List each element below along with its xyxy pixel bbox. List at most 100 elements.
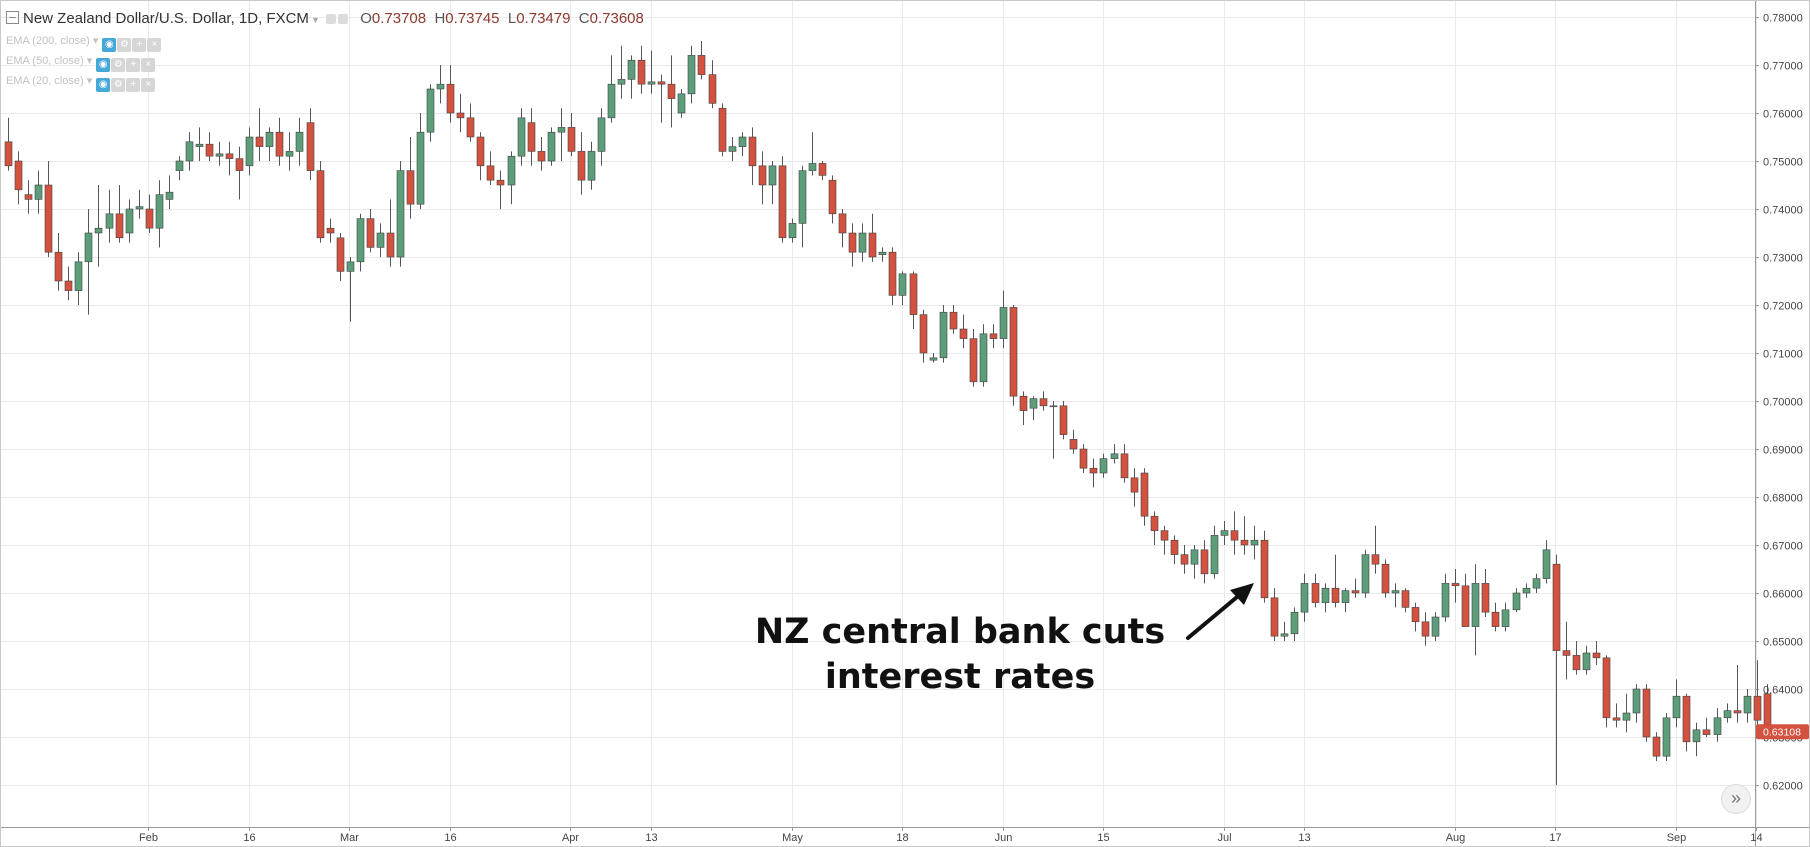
settings-mini-icon[interactable] — [326, 14, 337, 24]
candle[interactable] — [346, 257, 355, 322]
candle[interactable] — [989, 324, 998, 349]
candle[interactable] — [1069, 429, 1078, 454]
candle[interactable] — [939, 305, 948, 363]
candle[interactable] — [1351, 578, 1360, 598]
scroll-to-realtime-button[interactable]: » — [1721, 784, 1751, 814]
candle[interactable] — [1170, 535, 1179, 565]
candle[interactable] — [1713, 708, 1722, 742]
candle[interactable] — [376, 223, 385, 257]
candle[interactable] — [1733, 665, 1742, 723]
candle[interactable] — [1723, 703, 1732, 723]
candle[interactable] — [828, 175, 837, 224]
eye-icon[interactable]: ◉ — [96, 78, 111, 92]
candle[interactable] — [396, 161, 405, 267]
candle[interactable] — [657, 74, 666, 123]
candle[interactable] — [1190, 545, 1199, 579]
candle[interactable] — [1592, 641, 1601, 665]
indicator-ema-200[interactable]: EMA (200, close) ▾ ◉ ⚙ + × — [6, 34, 162, 52]
candle[interactable] — [979, 324, 988, 387]
candle[interactable] — [1230, 511, 1239, 555]
candle[interactable] — [1200, 540, 1209, 584]
candle[interactable] — [1702, 717, 1711, 737]
candle[interactable] — [798, 165, 807, 248]
candle[interactable] — [778, 156, 787, 243]
candle[interactable] — [959, 314, 968, 349]
candle[interactable] — [1099, 453, 1108, 478]
candle[interactable] — [436, 65, 445, 104]
candle[interactable] — [1210, 525, 1219, 579]
candle[interactable] — [1130, 468, 1139, 507]
candle[interactable] — [386, 199, 395, 267]
candle[interactable] — [416, 113, 425, 209]
candle[interactable] — [476, 132, 485, 181]
candle[interactable] — [205, 132, 214, 161]
candle[interactable] — [245, 127, 254, 176]
candle[interactable] — [74, 252, 83, 305]
candle[interactable] — [1180, 545, 1189, 574]
eye-icon[interactable]: ◉ — [96, 58, 111, 72]
candle[interactable] — [949, 305, 958, 334]
candle[interactable] — [1753, 660, 1762, 728]
candle[interactable] — [1692, 722, 1701, 757]
candle[interactable] — [84, 209, 93, 315]
candle[interactable] — [215, 141, 224, 166]
candle[interactable] — [647, 50, 656, 94]
candle[interactable] — [1431, 612, 1440, 641]
candle[interactable] — [1552, 554, 1561, 785]
candle[interactable] — [1461, 573, 1470, 627]
close-icon[interactable]: × — [141, 58, 156, 72]
candle[interactable] — [1542, 540, 1551, 584]
candle[interactable] — [758, 151, 767, 205]
candle[interactable] — [1300, 573, 1309, 622]
candle[interactable] — [185, 132, 194, 171]
candle[interactable] — [1441, 573, 1450, 622]
indicator-ema-20[interactable]: EMA (20, close) ▾ ◉ ⚙ + × — [6, 74, 156, 92]
add-icon[interactable]: + — [132, 38, 147, 52]
candle[interactable] — [718, 103, 727, 157]
candle[interactable] — [919, 309, 928, 363]
candle[interactable] — [295, 117, 304, 166]
candle[interactable] — [1642, 684, 1651, 742]
candle[interactable] — [1582, 645, 1591, 675]
candle[interactable] — [1743, 689, 1752, 723]
gear-icon[interactable]: ⚙ — [111, 58, 126, 72]
candle[interactable] — [1411, 602, 1420, 632]
candle[interactable] — [537, 137, 546, 171]
candle[interactable] — [547, 127, 556, 166]
candle[interactable] — [336, 233, 345, 281]
candle[interactable] — [456, 93, 465, 133]
candle[interactable] — [1110, 444, 1119, 464]
candle[interactable] — [517, 108, 526, 166]
candle[interactable] — [265, 127, 274, 161]
candle[interactable] — [667, 55, 676, 128]
candle[interactable] — [1160, 525, 1169, 555]
candle[interactable] — [788, 218, 797, 243]
candle[interactable] — [1150, 511, 1159, 545]
candle[interactable] — [577, 132, 586, 195]
candle[interactable] — [306, 108, 315, 181]
candle[interactable] — [1672, 679, 1681, 728]
candle[interactable] — [677, 89, 686, 118]
candle[interactable] — [617, 45, 626, 99]
candle[interactable] — [728, 137, 737, 161]
candle[interactable] — [1260, 530, 1269, 603]
candle[interactable] — [567, 113, 576, 157]
candle[interactable] — [14, 151, 23, 205]
candle[interactable] — [155, 180, 164, 248]
candle[interactable] — [848, 223, 857, 267]
candle[interactable] — [1311, 573, 1320, 608]
indicator-label[interactable]: EMA (20, close) — [6, 75, 84, 87]
close-icon[interactable]: × — [141, 78, 156, 92]
candle[interactable] — [878, 247, 887, 262]
candle[interactable] — [738, 132, 747, 157]
candle[interactable] — [1331, 554, 1340, 608]
candle[interactable] — [94, 185, 103, 267]
candle[interactable] — [1662, 713, 1671, 761]
candle[interactable] — [1240, 516, 1249, 555]
candle[interactable] — [1682, 693, 1691, 752]
candle[interactable] — [426, 84, 435, 142]
candle[interactable] — [768, 161, 777, 205]
candle[interactable] — [858, 223, 867, 262]
candle[interactable] — [406, 137, 415, 219]
candle[interactable] — [1321, 583, 1330, 613]
